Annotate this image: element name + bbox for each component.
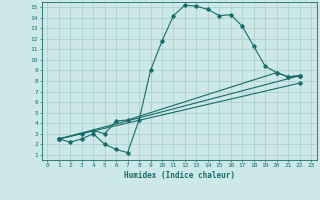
X-axis label: Humidex (Indice chaleur): Humidex (Indice chaleur) <box>124 171 235 180</box>
